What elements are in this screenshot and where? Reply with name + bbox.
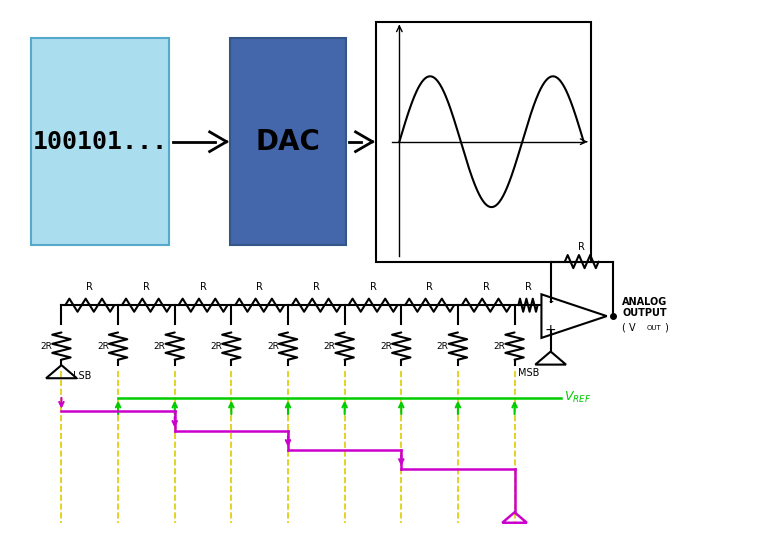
Text: R: R <box>483 282 490 292</box>
Text: OUTPUT: OUTPUT <box>622 308 667 318</box>
Text: R: R <box>369 282 376 292</box>
Text: 2R: 2R <box>210 342 222 350</box>
Text: 2R: 2R <box>267 342 279 350</box>
Text: R: R <box>313 282 319 292</box>
Text: DAC: DAC <box>256 128 320 156</box>
Text: 2R: 2R <box>437 342 449 350</box>
Text: $V_{R E F}$: $V_{R E F}$ <box>564 390 592 405</box>
Text: +: + <box>545 323 557 337</box>
Text: R: R <box>200 282 207 292</box>
Text: ( V: ( V <box>622 322 636 332</box>
FancyBboxPatch shape <box>376 22 591 262</box>
Text: -: - <box>548 295 553 310</box>
Text: 2R: 2R <box>494 342 505 350</box>
Text: ): ) <box>662 322 669 332</box>
Text: R: R <box>426 282 433 292</box>
Text: R: R <box>578 242 585 252</box>
Text: MSB: MSB <box>518 368 540 378</box>
Text: LSB: LSB <box>73 371 91 380</box>
Text: 2R: 2R <box>323 342 336 350</box>
Text: 2R: 2R <box>97 342 109 350</box>
Text: 2R: 2R <box>154 342 165 350</box>
Text: OUT: OUT <box>647 325 661 331</box>
Text: R: R <box>525 282 531 292</box>
Text: 100101...: 100101... <box>32 130 167 154</box>
Text: R: R <box>143 282 150 292</box>
Text: ANALOG: ANALOG <box>622 298 667 307</box>
Text: 2R: 2R <box>41 342 52 350</box>
Text: R: R <box>257 282 263 292</box>
FancyBboxPatch shape <box>230 38 346 245</box>
Text: R: R <box>86 282 93 292</box>
Text: 2R: 2R <box>380 342 392 350</box>
FancyBboxPatch shape <box>31 38 169 245</box>
Polygon shape <box>541 294 607 338</box>
